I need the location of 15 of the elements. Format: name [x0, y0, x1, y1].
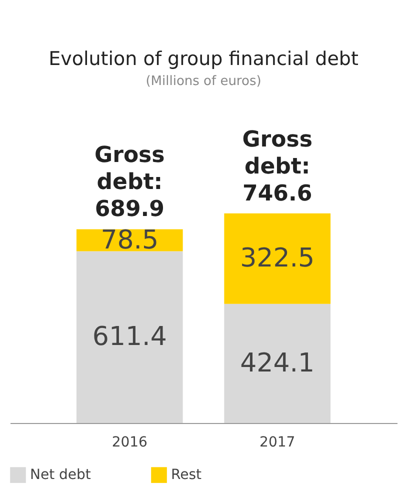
data-label: 424.1	[240, 348, 315, 378]
x-tick-label: 2017	[260, 434, 296, 450]
data-label: 78.5	[100, 225, 159, 256]
chart-subtitle: (Millions of euros)	[146, 74, 262, 89]
x-tick-label: 2016	[112, 434, 148, 450]
bar	[224, 304, 331, 423]
legend-label: Rest	[171, 467, 202, 484]
total-label: Gross debt: 746.6	[242, 127, 312, 206]
bar	[76, 251, 183, 423]
bar	[224, 213, 331, 304]
chart-title: Evolution of group financial debt	[48, 48, 358, 70]
legend-label: Net debt	[30, 467, 92, 484]
total-label: Gross debt: 689.9	[94, 143, 165, 222]
data-label: 322.5	[240, 244, 315, 274]
data-label: 611.4	[92, 322, 167, 352]
